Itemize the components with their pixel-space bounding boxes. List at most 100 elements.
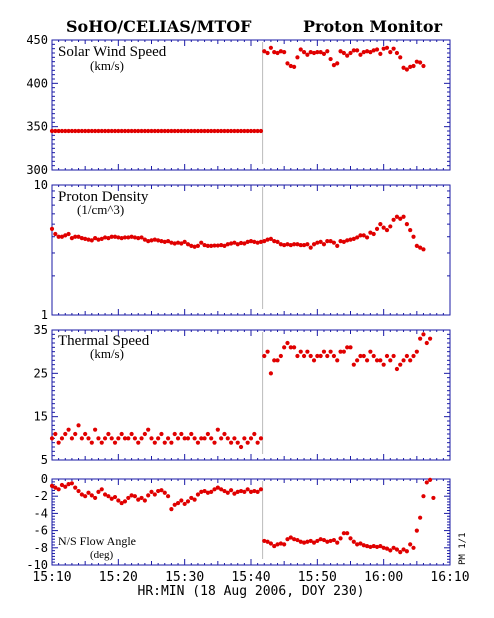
data-point bbox=[229, 128, 234, 134]
data-point bbox=[238, 128, 244, 134]
data-point bbox=[195, 492, 201, 497]
data-point bbox=[361, 233, 366, 238]
data-point bbox=[341, 50, 346, 56]
data-point bbox=[159, 431, 164, 437]
data-point bbox=[371, 353, 376, 359]
data-point bbox=[222, 128, 227, 134]
data-point bbox=[129, 128, 134, 134]
data-point bbox=[106, 128, 111, 134]
data-point bbox=[374, 358, 380, 363]
data-point bbox=[205, 431, 210, 437]
data-point bbox=[99, 236, 104, 241]
data-point bbox=[351, 539, 356, 544]
data-point bbox=[325, 539, 330, 544]
panel-unit: (km/s) bbox=[90, 58, 124, 73]
data-point bbox=[268, 541, 273, 546]
data-point bbox=[136, 236, 141, 241]
data-point bbox=[358, 233, 363, 238]
data-point bbox=[275, 50, 280, 56]
data-point bbox=[371, 231, 376, 237]
data-point bbox=[384, 45, 390, 50]
data-point bbox=[355, 358, 360, 363]
data-point bbox=[311, 50, 317, 56]
data-point bbox=[59, 436, 65, 441]
data-point bbox=[401, 65, 406, 70]
data-point bbox=[106, 236, 111, 241]
data-point bbox=[371, 543, 376, 549]
data-point bbox=[222, 243, 227, 249]
data-point bbox=[308, 353, 313, 359]
panel-2: 1 10 Proton Density(1/cm^3) bbox=[34, 178, 451, 322]
y-tick-label: 25 bbox=[34, 366, 48, 380]
data-point bbox=[182, 128, 187, 134]
data-point bbox=[185, 499, 191, 504]
data-point bbox=[209, 243, 214, 249]
data-point bbox=[102, 436, 108, 441]
data-point bbox=[112, 234, 118, 239]
data-point bbox=[185, 436, 191, 441]
data-point bbox=[301, 50, 307, 55]
data-point bbox=[56, 487, 61, 492]
data-point bbox=[391, 46, 396, 51]
data-point bbox=[79, 436, 84, 441]
data-point bbox=[401, 214, 406, 219]
data-point bbox=[109, 436, 114, 441]
data-point bbox=[408, 358, 413, 363]
data-point bbox=[142, 498, 147, 503]
data-point bbox=[298, 539, 303, 544]
data-point bbox=[149, 489, 154, 494]
data-point bbox=[225, 128, 230, 134]
data-point bbox=[106, 431, 111, 437]
data-point bbox=[288, 63, 293, 69]
y-tick-label: 1 bbox=[41, 308, 48, 322]
data-point bbox=[116, 498, 121, 503]
data-point bbox=[142, 128, 147, 134]
data-point bbox=[411, 234, 416, 239]
data-point bbox=[298, 349, 303, 354]
data-point bbox=[421, 63, 426, 69]
data-point bbox=[202, 488, 207, 494]
data-point bbox=[238, 444, 244, 450]
data-point bbox=[172, 128, 177, 134]
data-point bbox=[238, 240, 244, 246]
data-point bbox=[225, 436, 230, 441]
y-tick-label: 35 bbox=[34, 323, 48, 337]
data-point bbox=[229, 488, 234, 493]
data-point bbox=[136, 497, 141, 502]
data-point bbox=[53, 128, 58, 134]
data-point bbox=[99, 440, 104, 445]
data-point bbox=[215, 427, 220, 432]
data-point bbox=[394, 214, 400, 219]
data-point bbox=[398, 55, 403, 60]
x-tick-label: 15:40 bbox=[231, 570, 270, 585]
data-point bbox=[335, 540, 340, 545]
data-point bbox=[311, 540, 317, 545]
data-point bbox=[361, 50, 366, 55]
data-point bbox=[102, 235, 108, 240]
data-point bbox=[215, 485, 220, 490]
data-point bbox=[414, 349, 419, 354]
y-tick-label: -8 bbox=[34, 541, 48, 555]
data-point bbox=[132, 494, 138, 499]
data-point bbox=[53, 485, 58, 490]
data-point bbox=[282, 242, 287, 248]
data-point bbox=[242, 489, 247, 494]
data-point bbox=[159, 239, 164, 244]
data-point bbox=[288, 242, 293, 248]
data-point bbox=[421, 247, 426, 252]
data-point bbox=[355, 542, 360, 547]
data-point bbox=[53, 231, 58, 237]
data-point bbox=[374, 544, 380, 550]
data-point bbox=[404, 353, 409, 359]
data-point bbox=[414, 59, 419, 64]
data-point bbox=[209, 489, 214, 494]
data-point bbox=[321, 537, 327, 543]
data-point bbox=[165, 494, 171, 499]
data-point bbox=[428, 477, 433, 482]
data-point bbox=[364, 235, 370, 240]
data-point bbox=[159, 488, 164, 493]
data-point bbox=[345, 531, 350, 536]
data-point bbox=[162, 490, 167, 495]
data-point bbox=[222, 431, 227, 437]
data-point bbox=[76, 234, 81, 239]
